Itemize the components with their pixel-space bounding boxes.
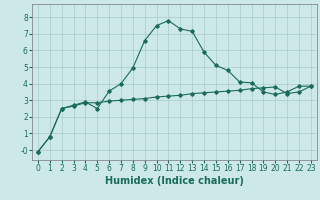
X-axis label: Humidex (Indice chaleur): Humidex (Indice chaleur) [105,176,244,186]
